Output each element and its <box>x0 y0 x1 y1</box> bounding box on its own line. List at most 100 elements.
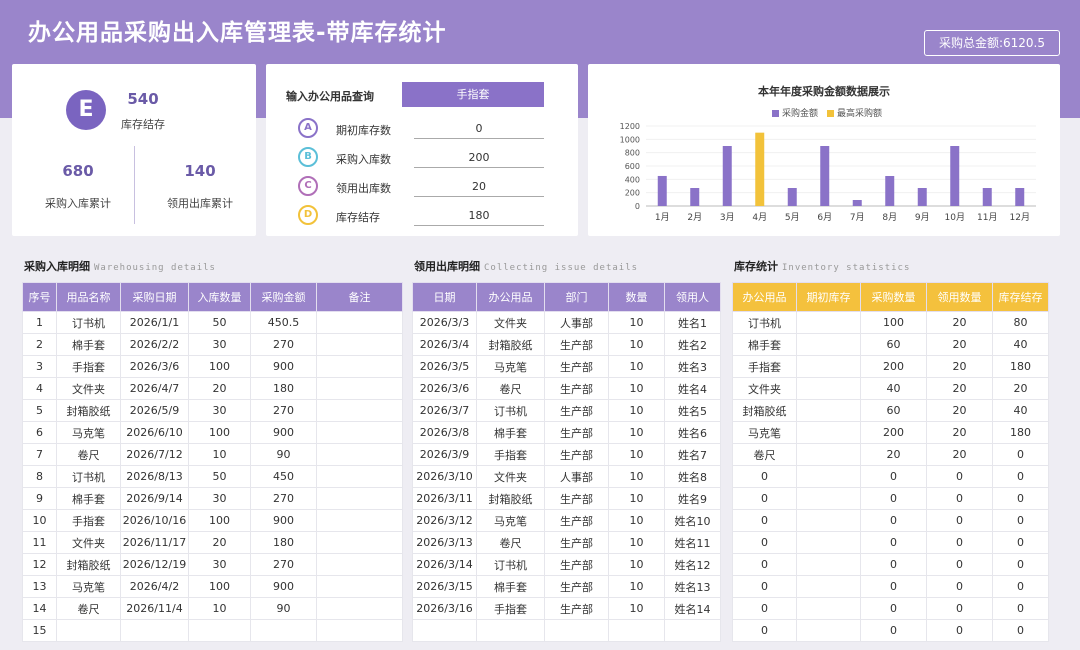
table-cell[interactable]: 10 <box>608 377 665 400</box>
table-cell[interactable] <box>796 509 861 532</box>
table-cell[interactable]: 900 <box>250 355 317 378</box>
table-cell[interactable]: 20 <box>926 311 993 334</box>
table-cell[interactable]: 手指套 <box>476 443 545 466</box>
table-cell[interactable]: 2026/12/19 <box>120 553 189 576</box>
table-cell[interactable] <box>796 311 861 334</box>
table-cell[interactable]: 9 <box>22 487 57 510</box>
table-cell[interactable]: 100 <box>188 575 251 598</box>
table-cell[interactable]: 2026/8/13 <box>120 465 189 488</box>
table-cell[interactable]: 姓名9 <box>664 487 721 510</box>
table-cell[interactable]: 0 <box>732 553 797 576</box>
table-cell[interactable] <box>316 333 403 356</box>
table-cell[interactable]: 0 <box>732 487 797 510</box>
table-cell[interactable] <box>316 487 403 510</box>
table-cell[interactable]: 2026/11/4 <box>120 597 189 620</box>
table-cell[interactable] <box>316 619 403 642</box>
query-input[interactable]: 手指套 <box>402 82 544 107</box>
table-cell[interactable]: 10 <box>608 509 665 532</box>
table-cell[interactable]: 10 <box>608 399 665 422</box>
table-cell[interactable]: 30 <box>188 487 251 510</box>
table-cell[interactable]: 0 <box>926 619 993 642</box>
table-cell[interactable]: 2026/4/2 <box>120 575 189 598</box>
table-cell[interactable]: 0 <box>992 619 1049 642</box>
table-cell[interactable]: 12 <box>22 553 57 576</box>
table-cell[interactable] <box>316 355 403 378</box>
table-cell[interactable]: 姓名3 <box>664 355 721 378</box>
table-cell[interactable]: 5 <box>22 399 57 422</box>
table-cell[interactable]: 文件夹 <box>476 311 545 334</box>
table-cell[interactable]: 订书机 <box>476 553 545 576</box>
table-cell[interactable]: 马克笔 <box>56 421 121 444</box>
table-cell[interactable]: 马克笔 <box>476 355 545 378</box>
table-cell[interactable]: 姓名10 <box>664 509 721 532</box>
table-cell[interactable]: 14 <box>22 597 57 620</box>
table-cell[interactable]: 0 <box>992 531 1049 554</box>
table-cell[interactable] <box>796 333 861 356</box>
table-cell[interactable]: 2026/3/16 <box>412 597 477 620</box>
table-cell[interactable]: 马克笔 <box>56 575 121 598</box>
table-cell[interactable] <box>796 465 861 488</box>
table-cell[interactable]: 2026/2/2 <box>120 333 189 356</box>
table-cell[interactable] <box>316 399 403 422</box>
table-cell[interactable]: 450 <box>250 465 317 488</box>
table-cell[interactable] <box>796 531 861 554</box>
table-cell[interactable]: 文件夹 <box>56 531 121 554</box>
table-cell[interactable]: 0 <box>926 531 993 554</box>
table-cell[interactable]: 0 <box>992 597 1049 620</box>
table-cell[interactable] <box>316 597 403 620</box>
table-cell[interactable]: 棉手套 <box>476 421 545 444</box>
table-cell[interactable]: 0 <box>926 465 993 488</box>
table-cell[interactable]: 270 <box>250 399 317 422</box>
table-cell[interactable]: 20 <box>926 399 993 422</box>
table-cell[interactable]: 2026/3/6 <box>412 377 477 400</box>
table-cell[interactable]: 10 <box>608 443 665 466</box>
table-cell[interactable] <box>796 487 861 510</box>
table-cell[interactable]: 2026/3/11 <box>412 487 477 510</box>
table-cell[interactable]: 封箱胶纸 <box>476 487 545 510</box>
table-cell[interactable] <box>796 597 861 620</box>
table-cell[interactable]: 900 <box>250 421 317 444</box>
table-cell[interactable]: 2026/3/14 <box>412 553 477 576</box>
table-cell[interactable]: 20 <box>926 333 993 356</box>
table-cell[interactable]: 手指套 <box>56 509 121 532</box>
table-cell[interactable]: 文件夹 <box>732 377 797 400</box>
table-cell[interactable]: 棉手套 <box>732 333 797 356</box>
table-cell[interactable] <box>796 377 861 400</box>
table-cell[interactable]: 姓名5 <box>664 399 721 422</box>
table-cell[interactable]: 10 <box>188 443 251 466</box>
table-cell[interactable]: 10 <box>608 465 665 488</box>
table-cell[interactable]: 20 <box>188 531 251 554</box>
table-cell[interactable]: 10 <box>608 355 665 378</box>
table-cell[interactable]: 10 <box>188 597 251 620</box>
table-cell[interactable]: 2026/3/10 <box>412 465 477 488</box>
table-cell[interactable]: 2026/5/9 <box>120 399 189 422</box>
table-cell[interactable]: 生产部 <box>544 509 609 532</box>
table-cell[interactable]: 生产部 <box>544 399 609 422</box>
table-cell[interactable]: 20 <box>188 377 251 400</box>
table-cell[interactable] <box>316 421 403 444</box>
table-cell[interactable] <box>316 553 403 576</box>
table-cell[interactable]: 2026/7/12 <box>120 443 189 466</box>
table-cell[interactable]: 270 <box>250 553 317 576</box>
table-cell[interactable]: 2026/3/9 <box>412 443 477 466</box>
table-cell[interactable]: 11 <box>22 531 57 554</box>
table-cell[interactable]: 棉手套 <box>56 487 121 510</box>
table-cell[interactable]: 200 <box>860 421 927 444</box>
table-cell[interactable]: 7 <box>22 443 57 466</box>
table-cell[interactable] <box>796 421 861 444</box>
table-cell[interactable]: 生产部 <box>544 575 609 598</box>
table-cell[interactable]: 0 <box>992 553 1049 576</box>
table-cell[interactable]: 0 <box>732 509 797 532</box>
table-cell[interactable]: 0 <box>926 597 993 620</box>
table-cell[interactable]: 13 <box>22 575 57 598</box>
table-cell[interactable]: 订书机 <box>732 311 797 334</box>
table-cell[interactable]: 2026/11/17 <box>120 531 189 554</box>
table-cell[interactable]: 40 <box>992 399 1049 422</box>
table-cell[interactable]: 2026/1/1 <box>120 311 189 334</box>
table-cell[interactable]: 2026/3/4 <box>412 333 477 356</box>
table-cell[interactable]: 0 <box>926 509 993 532</box>
table-cell[interactable] <box>796 619 861 642</box>
table-cell[interactable] <box>188 619 251 642</box>
table-cell[interactable]: 姓名14 <box>664 597 721 620</box>
table-cell[interactable]: 270 <box>250 333 317 356</box>
